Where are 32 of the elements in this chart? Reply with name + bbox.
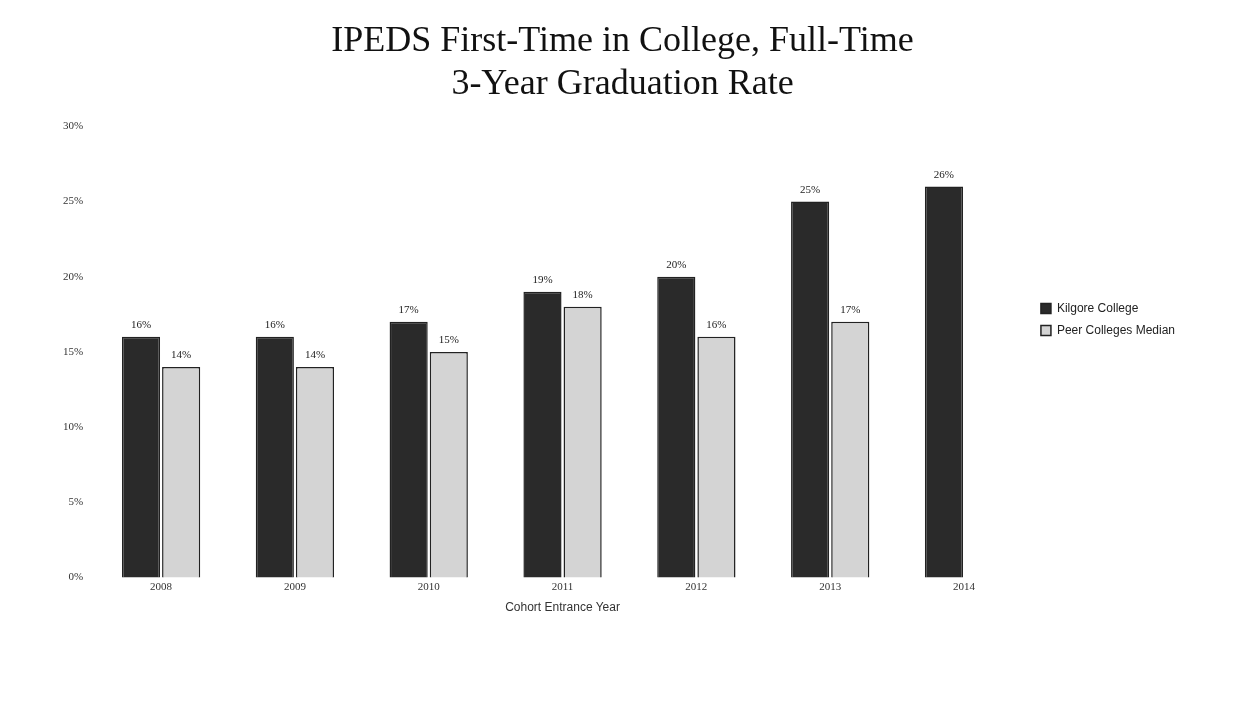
- text: IPEDS First-Time in College, Full-Time: [331, 19, 914, 60]
- y-tick-label: 0%: [68, 570, 84, 583]
- data-label: 18%: [572, 288, 593, 301]
- y-tick-label: 20%: [62, 269, 84, 282]
- x-tick-label: 2011: [551, 579, 574, 592]
- data-label: 16%: [706, 318, 727, 331]
- x-axis-title: Cohort Entrance Year: [505, 600, 620, 615]
- x-tick-label: 2010: [417, 579, 441, 592]
- data-label: 16%: [130, 318, 152, 331]
- x-tick-label: 2013: [819, 579, 842, 592]
- x-tick-label: 2014: [953, 579, 976, 592]
- data-label: 25%: [800, 182, 821, 195]
- data-label: 14%: [171, 348, 192, 361]
- data-label: 15%: [438, 333, 459, 346]
- data-label: 14%: [304, 348, 326, 361]
- y-tick-label: 25%: [62, 194, 84, 207]
- y-tick-label: 5%: [68, 495, 84, 508]
- x-tick-label: 2009: [283, 579, 307, 592]
- legend-label: Peer Colleges Median: [1056, 322, 1176, 337]
- y-tick-label: 10%: [62, 419, 84, 432]
- data-label: 16%: [264, 318, 285, 331]
- data-label: 17%: [840, 303, 861, 316]
- data-label: 17%: [398, 303, 419, 316]
- legend-label: Kilgore College: [1056, 300, 1139, 315]
- x-tick-label: 2012: [685, 579, 708, 592]
- y-tick-label: 15%: [62, 344, 84, 357]
- data-label: 20%: [666, 258, 687, 271]
- text: 3-Year Graduation Rate: [451, 62, 794, 103]
- data-label: 26%: [933, 167, 955, 180]
- x-tick-label: 2008: [150, 579, 173, 592]
- y-tick-label: 30%: [62, 119, 84, 132]
- data-label: 19%: [532, 273, 553, 286]
